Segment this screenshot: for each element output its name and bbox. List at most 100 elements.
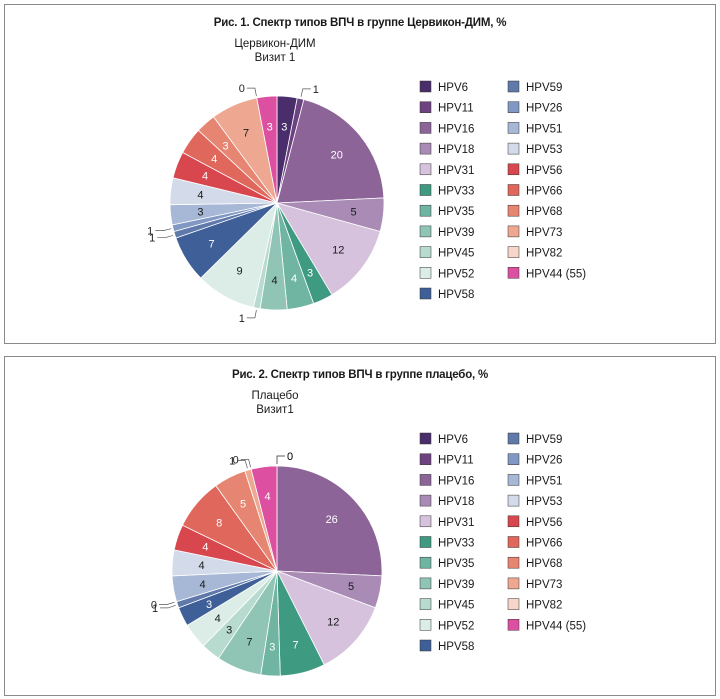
fig1-label-hpv66: 4	[211, 153, 217, 165]
fig1-leader-hpv59	[157, 235, 174, 239]
fig2-slice-hpv44-55	[250, 465, 278, 572]
fig1-label-hpv45: 1	[239, 313, 245, 325]
fig1-label-hpv39: 4	[272, 275, 278, 287]
fig1-legend-label-hpv16: HPV16	[438, 123, 474, 135]
fig1-legend-swatch-hpv52	[419, 267, 432, 279]
fig2-legend-swatch-hpv59	[507, 432, 520, 445]
fig2-label-hpv6: 0	[287, 451, 293, 463]
fig2-legend-label-hpv11: HPV11	[438, 455, 474, 467]
fig2-legend-label-hpv16: HPV16	[438, 475, 474, 487]
fig2-label-hpv59: 1	[152, 603, 158, 615]
fig2-label-hpv66: 8	[216, 517, 222, 529]
fig1-legend-swatch-hpv59	[507, 80, 520, 93]
fig1-slice-hpv31	[276, 202, 381, 296]
fig1-legend-label-hpv39: HPV39	[438, 227, 474, 239]
fig2-leader-hpv73	[237, 460, 248, 469]
fig1-legend-swatch-hpv51	[507, 122, 520, 134]
fig1-legend-swatch-hpv44-55	[507, 267, 520, 279]
fig2-legend-label-hpv51: HPV51	[526, 475, 562, 487]
fig1-legend-swatch-hpv45	[419, 246, 432, 258]
fig1-legend-swatch-hpv6	[419, 80, 432, 93]
fig1-label-hpv6: 3	[281, 121, 287, 133]
fig1-label-hpv59: 1	[149, 233, 155, 245]
fig1-label-hpv56: 4	[202, 171, 208, 183]
fig2-legend-label-hpv44-55: HPV44 (55)	[526, 620, 586, 632]
fig2-label-hpv11: 0	[287, 451, 293, 463]
fig1-legend-swatch-hpv26	[507, 101, 520, 113]
fig1-leader-hpv26	[155, 228, 172, 231]
figure-2-pie-chart: 00265127373431044485104HPV6HPV11HPV16HPV…	[151, 432, 586, 677]
figure-1-title: Рис. 1. Спектр типов ВПЧ в группе Цервик…	[213, 17, 507, 29]
fig1-legend-swatch-hpv66	[507, 184, 520, 196]
fig1-label-hpv16: 20	[331, 149, 343, 161]
fig2-label-hpv33: 7	[293, 639, 299, 651]
fig2-legend-swatch-hpv68	[507, 556, 520, 569]
fig1-legend-swatch-hpv68	[507, 204, 520, 217]
fig2-legend-label-hpv68: HPV68	[526, 558, 562, 570]
fig1-leader-hpv82	[246, 87, 257, 97]
fig2-label-hpv53: 4	[199, 560, 205, 572]
fig1-label-hpv68: 3	[223, 141, 229, 153]
fig2-leader-hpv82	[240, 459, 251, 468]
fig2-legend-swatch-hpv73	[507, 577, 520, 590]
fig2-legend-swatch-hpv18	[419, 494, 432, 507]
fig1-legend-swatch-hpv73	[507, 225, 520, 238]
fig1-label-hpv58: 7	[208, 239, 214, 251]
fig2-legend-swatch-hpv6	[419, 432, 432, 445]
fig2-legend-swatch-hpv53	[507, 494, 520, 507]
fig1-legend-label-hpv35: HPV35	[438, 206, 474, 218]
fig1-legend-swatch-hpv82	[507, 246, 520, 258]
fig1-legend-label-hpv53: HPV53	[526, 144, 562, 156]
fig2-legend-label-hpv31: HPV31	[438, 517, 474, 529]
fig2-label-hpv44-55: 4	[265, 491, 271, 503]
fig1-label-hpv44-55: 3	[267, 121, 273, 133]
fig2-legend-label-hpv26: HPV26	[526, 455, 562, 467]
fig2-legend-label-hpv82: HPV82	[526, 600, 562, 612]
fig2-leader-hpv26	[159, 601, 175, 605]
fig2-leader-hpv6	[276, 455, 285, 464]
fig2-label-hpv58: 3	[206, 599, 212, 611]
fig1-legend-label-hpv51: HPV51	[526, 123, 562, 135]
fig1-legend-swatch-hpv33	[419, 184, 432, 196]
fig1-legend-swatch-hpv11	[419, 101, 432, 113]
fig1-legend-swatch-hpv31	[419, 163, 432, 176]
fig1-legend-swatch-hpv53	[507, 142, 520, 155]
fig1-label-hpv51: 3	[197, 207, 203, 219]
fig1-label-hpv53: 4	[197, 190, 203, 202]
fig2-legend-label-hpv53: HPV53	[526, 496, 562, 508]
fig2-label-hpv51: 4	[199, 579, 205, 591]
fig2-legend-swatch-hpv39	[419, 577, 432, 590]
fig1-legend-swatch-hpv16	[419, 122, 432, 134]
fig1-slice-hpv16	[276, 98, 385, 204]
fig2-legend-swatch-hpv45	[419, 598, 432, 610]
fig2-legend-label-hpv18: HPV18	[438, 496, 474, 508]
fig1-legend-swatch-hpv58	[419, 287, 432, 300]
fig2-legend-swatch-hpv44-55	[507, 619, 520, 631]
fig2-legend-label-hpv59: HPV59	[526, 434, 562, 446]
fig1-legend-label-hpv68: HPV68	[526, 206, 562, 218]
figure-2-subtitle-group: Плацебо	[251, 390, 299, 402]
figure-1-subtitle-group: Цервикон-ДИМ	[234, 38, 316, 50]
fig1-label-hpv82: 0	[239, 83, 245, 95]
fig2-legend-swatch-hpv33	[419, 536, 432, 548]
fig2-label-hpv16: 26	[326, 514, 338, 526]
fig2-label-hpv52: 4	[215, 613, 221, 625]
fig2-slice-hpv16	[276, 465, 383, 577]
figure-1-panel: Рис. 1. Спектр типов ВПЧ в группе Цервик…	[4, 4, 716, 344]
fig1-legend-label-hpv31: HPV31	[438, 165, 474, 177]
fig2-legend-label-hpv35: HPV35	[438, 558, 474, 570]
fig1-legend-swatch-hpv39	[419, 225, 432, 238]
figure-1-pie-chart: 31205123441971134443703HPV6HPV11HPV16HPV…	[147, 80, 586, 325]
fig1-legend-label-hpv44-55: HPV44 (55)	[526, 268, 586, 280]
fig2-legend-swatch-hpv11	[419, 453, 432, 465]
fig1-legend-label-hpv45: HPV45	[438, 248, 474, 260]
figure-2-title: Рис. 2. Спектр типов ВПЧ в группе плацеб…	[231, 369, 489, 381]
fig1-label-hpv33: 3	[307, 268, 313, 280]
fig1-label-hpv52: 9	[236, 265, 242, 277]
fig2-legend-label-hpv56: HPV56	[526, 517, 562, 529]
fig2-label-hpv82: 0	[233, 455, 239, 467]
fig2-legend-label-hpv6: HPV6	[438, 434, 468, 446]
fig1-legend-label-hpv52: HPV52	[438, 268, 474, 280]
fig1-label-hpv18: 5	[351, 207, 357, 219]
fig1-leader-hpv11	[300, 88, 311, 97]
